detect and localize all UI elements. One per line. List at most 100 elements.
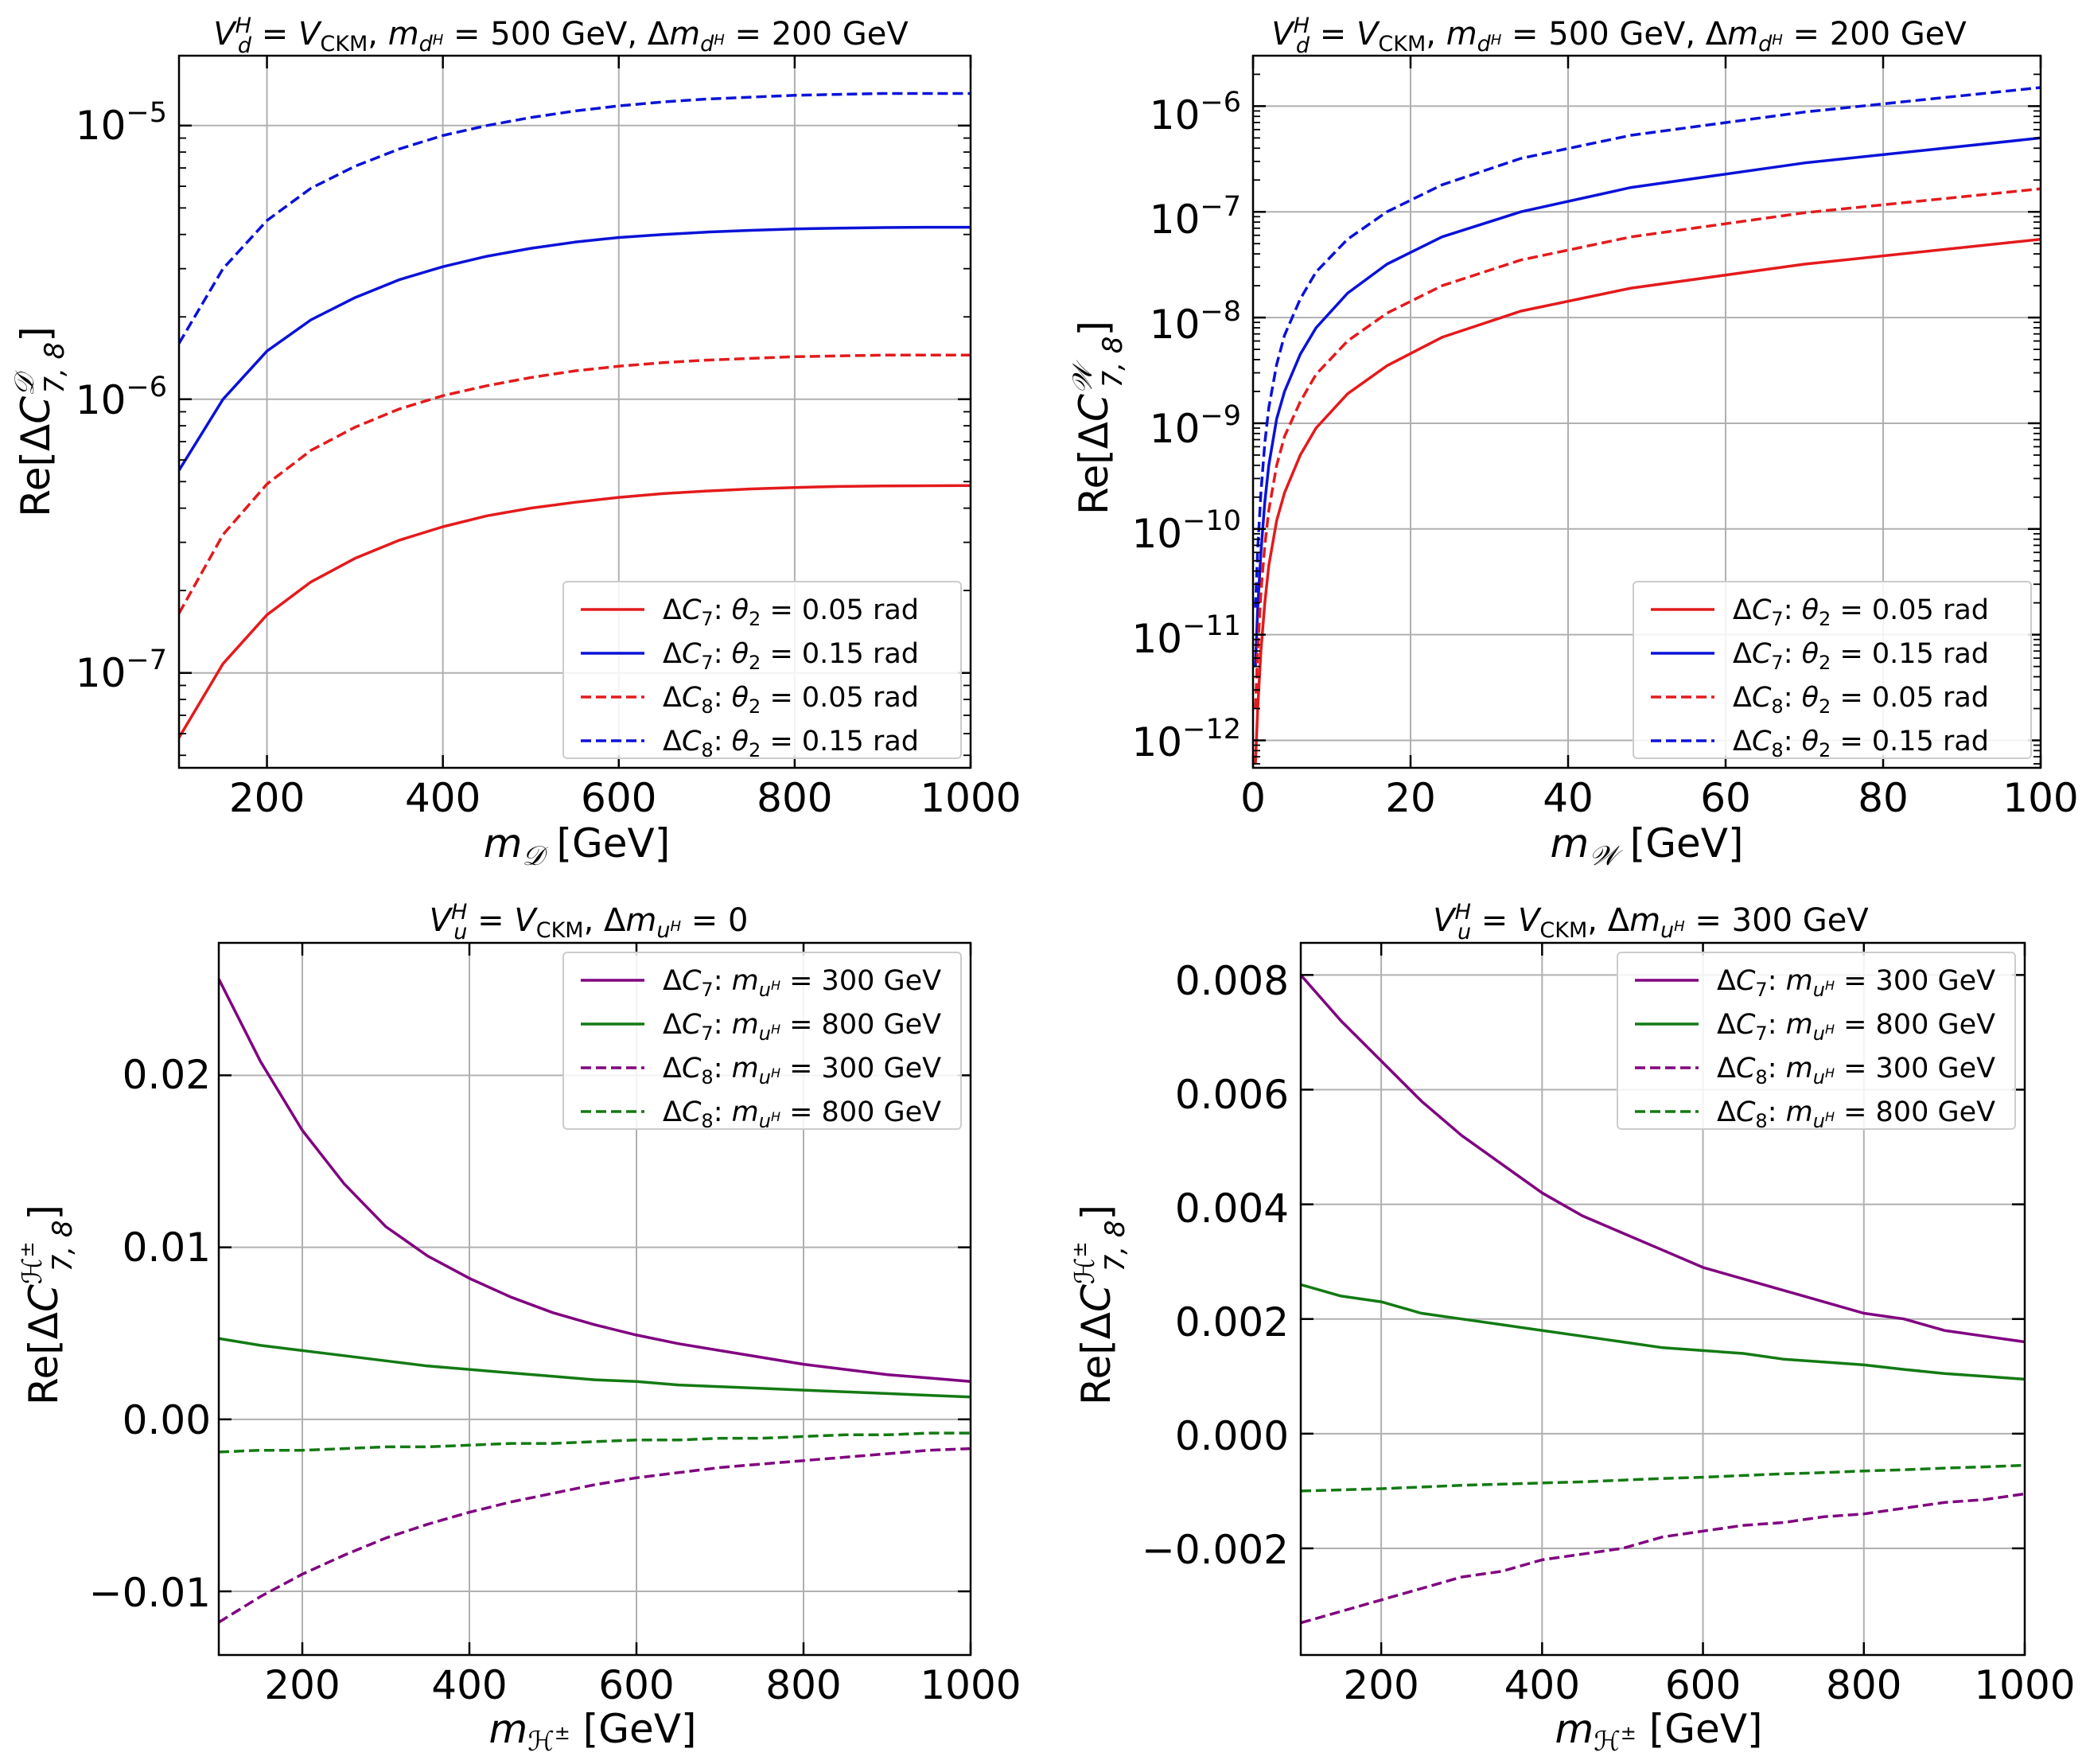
y-tick-label: 0.006 <box>1175 1072 1289 1118</box>
y-tick-labels: 0.008 0.006 0.004 0.002 0.000 −0.002 <box>1142 958 1289 1573</box>
axes-frame <box>217 941 972 1657</box>
x-tick-label: 60 <box>1700 775 1751 821</box>
y-tick-label: 0.008 <box>1175 958 1289 1004</box>
x-tick-label: 800 <box>757 775 832 821</box>
series-line <box>1254 237 2041 765</box>
legend-label: ΔC8: muH = 300 GeV <box>1717 1053 1995 1088</box>
legend-label: ΔC8: muH = 800 GeV <box>1717 1096 1995 1132</box>
x-tick-label: 600 <box>581 775 656 821</box>
y-tick-label: 10−6 <box>1150 87 1241 138</box>
x-axis-label: mℋ± [GeV] <box>488 1706 696 1758</box>
legend-label: ΔC7: θ2 = 0.15 rad <box>663 638 919 674</box>
x-tick-label: 600 <box>1665 1662 1741 1708</box>
legend: ΔC7: muH = 300 GeV ΔC7: muH = 800 GeV ΔC8:… <box>1617 952 2016 1132</box>
x-tick-label: 800 <box>765 1662 841 1708</box>
axes-frame <box>1299 941 2026 1657</box>
chart-title: VH d = VCKM, mdH = 500 GeV, ΔmdH = 200 Ge… <box>1271 14 1967 58</box>
legend-label: ΔC7: muH = 800 GeV <box>663 1009 941 1045</box>
series-line <box>1301 1492 2025 1625</box>
y-axis-label: Re[ΔC𝒲7, 8] <box>1067 321 1129 515</box>
legend-label: ΔC7: θ2 = 0.05 rad <box>663 594 919 630</box>
x-tick-label: 100 <box>2002 775 2078 821</box>
legend: ΔC7: θ2 = 0.05 rad ΔC7: θ2 = 0.15 rad ΔC8:… <box>1633 581 2032 761</box>
legend-label: ΔC8: muH = 300 GeV <box>663 1053 941 1088</box>
series-group <box>179 92 971 738</box>
y-tick-labels: 10−6 10−7 10−8 10−9 10−10 10−11 10−12 <box>1132 87 1242 765</box>
y-tick-label: 0.00 <box>123 1397 211 1443</box>
x-tick-label: 0 <box>1240 775 1266 821</box>
series-group <box>1301 974 2025 1625</box>
y-tick-label: 10−6 <box>76 372 167 423</box>
series-line <box>179 353 971 614</box>
legend: ΔC7: muH = 300 GeV ΔC7: muH = 800 GeV ΔC8:… <box>562 952 962 1132</box>
x-tick-label: 200 <box>264 1662 340 1708</box>
y-axis-label: Re[ΔCℋ± 7, 8] <box>16 1205 79 1405</box>
panel-bottom-right: VH u = VCKM, ΔmuH = 300 GeV 0.008 0.006 0… <box>1068 900 2076 1758</box>
series-line <box>219 1431 971 1454</box>
y-tick-label: 10−12 <box>1132 714 1242 765</box>
y-tick-label: 10−5 <box>76 97 167 149</box>
x-axis-label: m𝒟 [GeV] <box>484 820 670 872</box>
series-line <box>179 92 971 345</box>
y-tick-label: 10−11 <box>1132 610 1242 662</box>
y-tick-label: 0.01 <box>123 1225 211 1271</box>
axes-frame <box>177 54 972 769</box>
x-tick-label: 600 <box>598 1662 674 1708</box>
series-line <box>1301 1463 2025 1493</box>
legend-label: ΔC7: muH = 300 GeV <box>1717 965 1995 1001</box>
y-tick-label: −0.01 <box>89 1570 211 1616</box>
y-tick-label: 10−8 <box>1150 296 1241 348</box>
y-tick-label: 0.000 <box>1175 1413 1289 1459</box>
legend-label: ΔC8: θ2 = 0.05 rad <box>663 682 919 718</box>
x-tick-label: 200 <box>229 775 305 821</box>
legend-label: ΔC8: θ2 = 0.05 rad <box>1733 682 1989 718</box>
legend-label: ΔC8: θ2 = 0.15 rad <box>1733 726 1989 761</box>
chart-title: VH u = VCKM, ΔmuH = 300 GeV <box>1433 900 1869 944</box>
series-line <box>219 1337 971 1399</box>
x-tick-label: 400 <box>1504 1662 1580 1708</box>
y-tick-label: 0.004 <box>1175 1186 1289 1232</box>
series-line <box>219 1447 971 1624</box>
legend-frame <box>562 581 962 759</box>
series-line <box>1301 1283 2025 1381</box>
legend-frame <box>1633 581 2032 759</box>
legend-frame <box>1617 952 2016 1130</box>
series-line <box>1254 86 2041 608</box>
x-tick-label: 400 <box>405 775 481 821</box>
axes-frame <box>1251 54 2042 769</box>
y-axis-label: Re[ΔC𝒟7, 8] <box>9 326 71 516</box>
panel-top-left: VH d = VCKM, mdH = 500 GeV, ΔmdH = 200 Ge… <box>9 14 1022 872</box>
series-line <box>219 978 971 1384</box>
chart-title: VH d = VCKM, mdH = 500 GeV, ΔmdH = 200 Ge… <box>213 14 909 58</box>
x-tick-label: 200 <box>1343 1662 1419 1708</box>
y-tick-labels: 10−5 10−6 10−7 <box>76 97 167 696</box>
y-tick-labels: 0.02 0.01 0.00 −0.01 <box>89 1052 211 1616</box>
x-tick-label: 40 <box>1543 775 1594 821</box>
legend-label: ΔC7: θ2 = 0.05 rad <box>1733 594 1989 630</box>
series-group <box>219 978 971 1624</box>
y-tick-label: 10−9 <box>1150 400 1241 452</box>
x-tick-label: 400 <box>431 1662 507 1708</box>
x-axis-label: m𝒲 [GeV] <box>1551 820 1744 872</box>
series-line <box>179 225 971 472</box>
ticks <box>179 56 972 768</box>
x-tick-label: 80 <box>1858 775 1909 821</box>
panel-top-right: VH d = VCKM, mdH = 500 GeV, ΔmdH = 200 Ge… <box>1067 14 2079 872</box>
x-tick-label: 1000 <box>920 1662 1021 1708</box>
legend: ΔC7: θ2 = 0.05 rad ΔC7: θ2 = 0.15 rad ΔC8:… <box>562 581 962 761</box>
ticks <box>1251 55 2042 768</box>
x-tick-label: 20 <box>1385 775 1436 821</box>
legend-label: ΔC7: muH = 800 GeV <box>1717 1009 1995 1045</box>
legend-label: ΔC8: θ2 = 0.15 rad <box>663 726 919 761</box>
legend-label: ΔC8: muH = 800 GeV <box>663 1096 941 1132</box>
series-line <box>1254 136 2041 667</box>
panel-bottom-left: VH u = VCKM, ΔmuH = 0 0.02 0.01 0.00 −0.0… <box>16 900 1022 1758</box>
series-line <box>179 484 971 738</box>
y-tick-label: −0.002 <box>1142 1527 1289 1573</box>
y-axis-label: Re[ΔCℋ± 7, 8] <box>1068 1205 1131 1405</box>
y-tick-label: 10−7 <box>1150 191 1241 243</box>
